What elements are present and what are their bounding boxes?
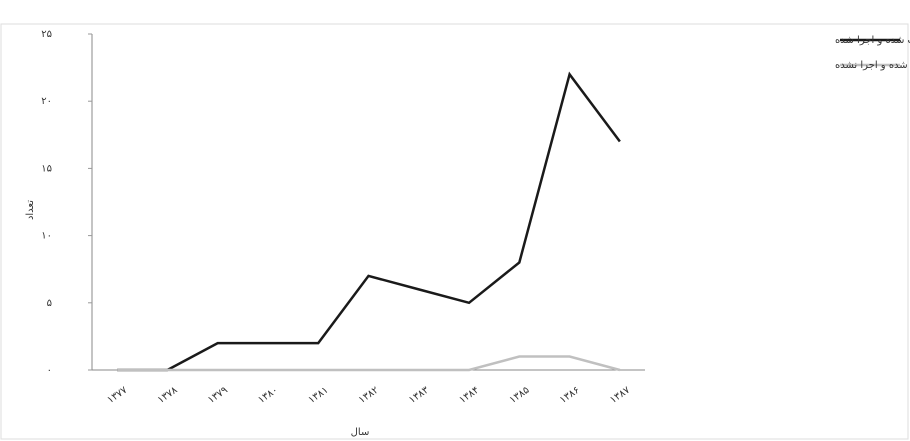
y-tick-label: ۰ <box>47 365 52 376</box>
y-tick-label: ۲۰ <box>41 96 52 107</box>
y-tick-label: ۲۵ <box>41 29 52 40</box>
x-tick-label: ۱۳۸۶ <box>558 385 582 406</box>
chart-border <box>1 24 908 439</box>
legend-label: طرح های مصوب شده و اجرا نشده <box>835 60 910 71</box>
line-series <box>117 74 620 370</box>
legend-label: طرح های مصوب شده و اجرا شده <box>835 35 910 46</box>
chart: تعداد سال ۰ ۵ ۱۰ ۱۵ ۲۰ ۲۵ ۱۳۷۷ ۱۳۷۸ ۱۳۷۹ ۱۳۸۰ ۱۳۸۱… <box>0 0 910 441</box>
x-tick-label: ۱۳۷۸ <box>156 384 180 406</box>
x-axis-label: سال <box>351 427 370 438</box>
line-series <box>117 357 620 370</box>
x-tick-label: ۱۳۸۴ <box>457 385 481 406</box>
x-tick-label: ۱۳۸۱ <box>307 385 331 406</box>
x-tick-label: ۱۳۷۹ <box>206 385 230 406</box>
y-tick-label: ۱۰ <box>41 231 52 242</box>
x-tick-label: ۱۳۸۵ <box>508 385 532 406</box>
x-tick-label: ۱۳۸۰ <box>256 385 280 406</box>
x-tick-label: ۱۳۷۷ <box>105 384 129 406</box>
y-axis-label: تعداد <box>25 200 36 220</box>
x-tick-label: ۱۳۸۳ <box>407 384 431 406</box>
y-tick-label: ۵ <box>47 298 52 309</box>
x-tick-label: ۱۳۸۷ <box>608 384 632 406</box>
y-tick-label: ۱۵ <box>41 163 52 174</box>
x-tick-label: ۱۳۸۲ <box>357 385 381 406</box>
